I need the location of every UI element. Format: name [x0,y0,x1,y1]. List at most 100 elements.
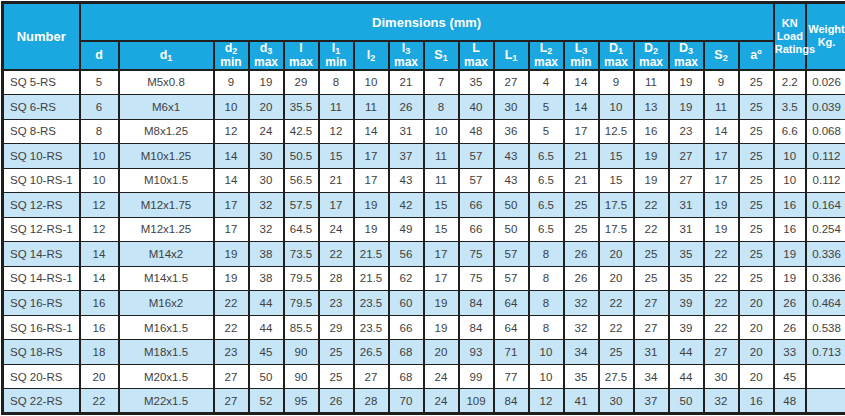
value-cell: 25 [634,266,669,291]
table-row: SQ 14-RS14M14x2193873.52221.556177557826… [3,242,845,267]
value-cell: 26 [774,291,806,316]
value-cell: 31 [634,340,669,365]
table-header: Number Dimensions (mm) KN Load Ratings W… [3,3,845,70]
value-cell: 32 [704,389,739,414]
value-cell: 25 [739,193,774,218]
value-cell [806,364,845,389]
value-cell: 32 [249,217,284,242]
part-number-cell: SQ 16-RS-1 [3,315,80,340]
value-cell: 15 [599,144,634,169]
subheader-symbol: d1 [120,49,213,63]
subheader-symbol: l2 [355,49,388,63]
value-cell: 15 [599,168,634,193]
value-cell: M5x0.8 [119,70,214,95]
value-cell: 17.5 [599,217,634,242]
subheader-qualifier: max [530,56,563,69]
value-cell: 6.5 [529,144,564,169]
value-cell: 99 [459,364,494,389]
value-cell: 11 [354,94,389,119]
value-cell: 21.5 [354,266,389,291]
value-cell: 19 [424,291,459,316]
value-cell: 0.026 [806,70,845,95]
value-cell: 10 [529,364,564,389]
value-cell: 32 [564,315,599,340]
value-cell: 64 [494,291,529,316]
value-cell: 11 [424,144,459,169]
value-cell: 20 [739,291,774,316]
value-cell: 25 [319,364,354,389]
value-cell: 27 [214,364,249,389]
col-subheader-d2: D2max [634,41,669,70]
value-cell: 25 [739,242,774,267]
table-row: SQ 10-RS10M10x1.25143050.51517371157436.… [3,144,845,169]
value-cell: M10x1.5 [119,168,214,193]
value-cell: 20 [739,340,774,365]
value-cell: 27 [354,364,389,389]
value-cell: 14 [80,266,119,291]
value-cell: 23 [214,340,249,365]
part-number-cell: SQ 22-RS [3,389,80,414]
subheader-symbol: D3 [670,42,703,56]
value-cell: 19 [669,70,704,95]
value-cell: 0.164 [806,193,845,218]
value-cell: 16 [774,217,806,242]
subheader-qualifier: max [250,56,283,69]
value-cell: 22 [634,193,669,218]
part-number-cell: SQ 14-RS-1 [3,266,80,291]
value-cell: 0.112 [806,168,845,193]
value-cell: 19 [354,193,389,218]
value-cell: 23 [319,291,354,316]
value-cell: 17 [214,193,249,218]
kn-line-1: KN [775,17,805,30]
value-cell: 48 [459,119,494,144]
value-cell: 10 [599,94,634,119]
value-cell: 25 [739,144,774,169]
value-cell: 8 [80,119,119,144]
value-cell: 35 [669,266,704,291]
value-cell: 25 [599,340,634,365]
value-cell: 44 [249,315,284,340]
table-row: SQ 5-RS5M5x0.891929810217352741491119925… [3,70,845,95]
value-cell: 30 [249,144,284,169]
value-cell: 0.336 [806,266,845,291]
table-row: SQ 16-RS-116M16x1.5224485.52923.56619846… [3,315,845,340]
value-cell: 27.5 [599,364,634,389]
value-cell: 21 [564,168,599,193]
value-cell: 57 [494,242,529,267]
value-cell: 40 [459,94,494,119]
value-cell: 10 [774,144,806,169]
value-cell: 57 [459,168,494,193]
col-subheader-d2: d2min [214,41,249,70]
subheader-symbol: D2 [635,42,668,56]
value-cell: 5 [80,70,119,95]
subheader-qualifier: max [390,56,423,69]
value-cell: 90 [284,340,319,365]
value-cell: 22 [319,242,354,267]
value-cell: 90 [284,364,319,389]
value-cell: 84 [459,291,494,316]
value-cell: 19 [424,315,459,340]
value-cell: 50 [669,389,704,414]
value-cell: 22 [214,291,249,316]
value-cell: 23 [669,119,704,144]
value-cell: 29 [284,70,319,95]
value-cell: 79.5 [284,291,319,316]
value-cell: 39 [669,291,704,316]
value-cell: M6x1 [119,94,214,119]
value-cell: 34 [564,340,599,365]
subheader-qualifier: min [565,56,598,69]
value-cell: 33 [774,340,806,365]
value-cell: 56 [389,242,424,267]
table-row: SQ 14-RS-114M14x1.5193879.52821.56217755… [3,266,845,291]
value-cell: 28 [354,389,389,414]
value-cell: 71 [494,340,529,365]
part-number-cell: SQ 20-RS [3,364,80,389]
value-cell: 20 [424,340,459,365]
value-cell: 21 [389,70,424,95]
value-cell: 16 [80,315,119,340]
value-cell: 27 [669,168,704,193]
col-subheader-l2: l2 [354,41,389,70]
value-cell: 11 [634,70,669,95]
value-cell: M8x1.25 [119,119,214,144]
part-number-cell: SQ 16-RS [3,291,80,316]
